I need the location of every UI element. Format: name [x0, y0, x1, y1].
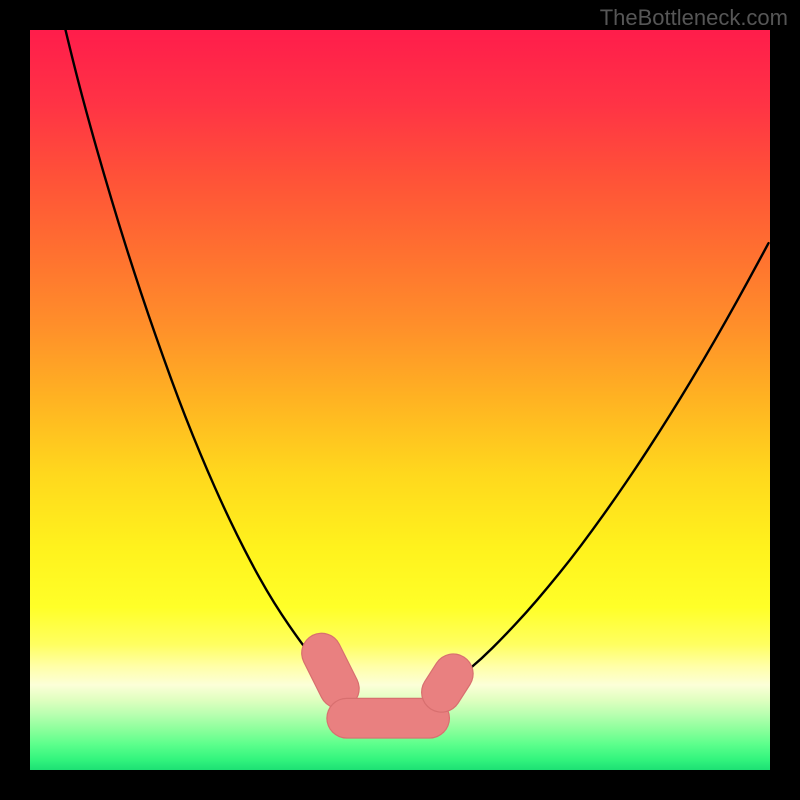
watermark-text: TheBottleneck.com: [600, 5, 788, 31]
marker-segment-2: [441, 674, 453, 693]
chart-frame: TheBottleneck.com: [0, 0, 800, 800]
chart-background: [30, 30, 770, 770]
marker-segment-0: [322, 653, 340, 689]
bottleneck-chart: [30, 30, 770, 770]
